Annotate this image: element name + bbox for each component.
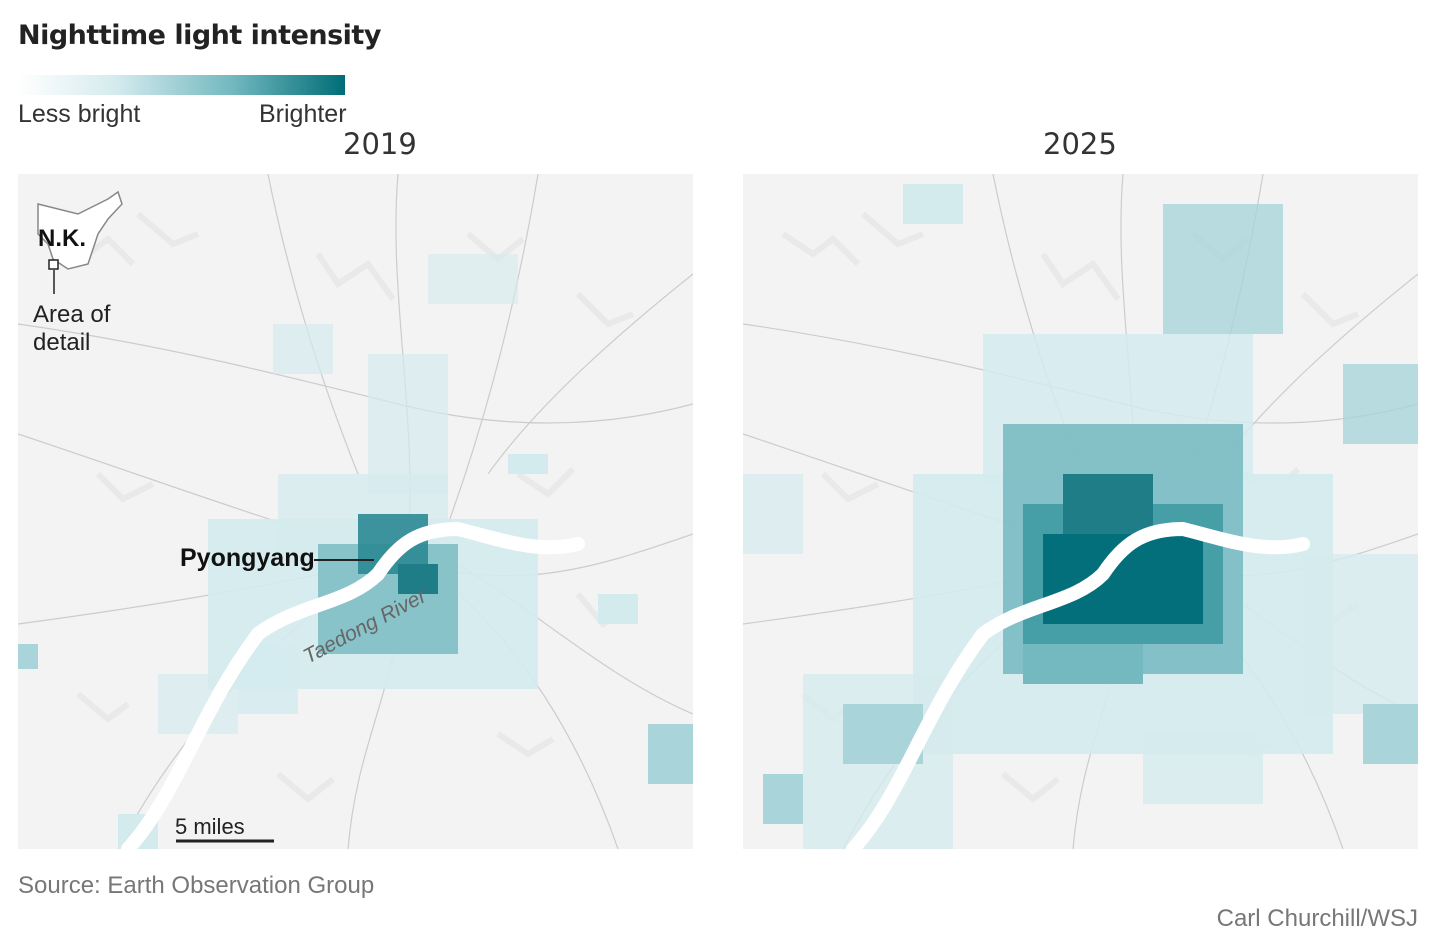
map-2019-svg: N.K. Area of detail Pyongyang Taedong Ri… — [18, 174, 693, 849]
map-year-2019: 2019 — [343, 127, 417, 161]
city-annotation: Pyongyang — [180, 544, 374, 572]
light-intensity-2025 — [743, 184, 1418, 849]
scale-label: 5 miles — [175, 814, 245, 839]
map-year-2025: 2025 — [1043, 127, 1117, 161]
map-2019: N.K. Area of detail Pyongyang Taedong Ri… — [18, 174, 693, 849]
inset-area-marker — [48, 259, 59, 270]
map-2025-svg — [743, 174, 1418, 849]
map-2025 — [743, 174, 1418, 849]
inset-map: N.K. Area of detail — [33, 190, 123, 356]
taedong-river — [121, 521, 585, 849]
source-note: Source: Earth Observation Group — [18, 872, 375, 899]
legend-high-label: Brighter — [259, 100, 347, 128]
inset-area-label-line1: Area of — [33, 301, 111, 328]
inset-country-label: N.K. — [38, 225, 86, 252]
taedong-river — [846, 521, 1310, 849]
credit-note: Carl Churchill/WSJ — [1216, 905, 1418, 932]
chart-title: Nighttime light intensity — [18, 20, 381, 51]
inset-area-label-line2: detail — [33, 329, 90, 356]
light-intensity-2019 — [18, 254, 693, 849]
legend-low-label: Less bright — [18, 100, 141, 128]
city-label: Pyongyang — [180, 544, 315, 572]
scale-bar: 5 miles — [175, 814, 274, 843]
legend-color-bar — [18, 75, 345, 95]
